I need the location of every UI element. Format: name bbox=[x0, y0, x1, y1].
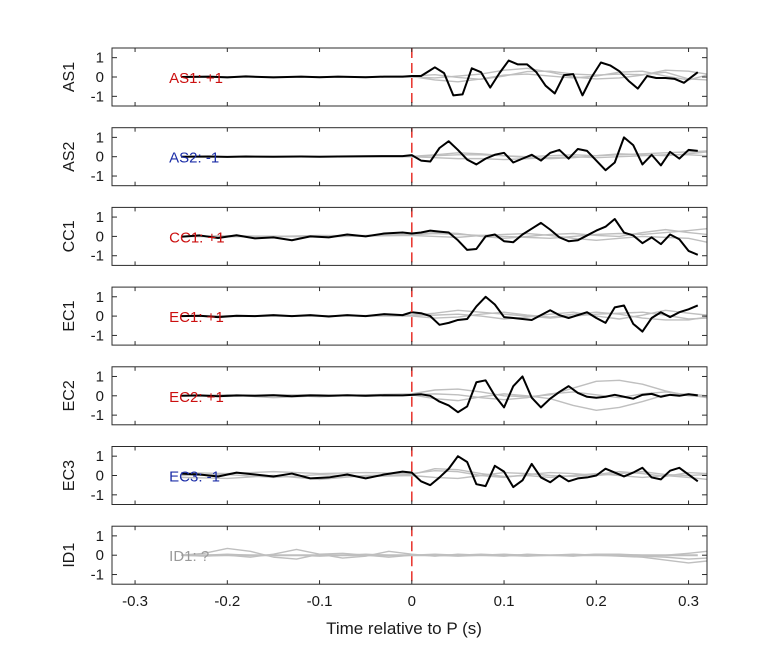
y-axis-label-cc1: CC1 bbox=[61, 220, 78, 252]
y-tick-label-cc1: 0 bbox=[96, 228, 104, 245]
main-trace-cc1 bbox=[181, 218, 699, 256]
y-tick-label-id1: -1 bbox=[91, 567, 104, 584]
panel-as2: AS2: -1 -1 0 1 AS2 bbox=[61, 127, 708, 187]
main-trace-as2 bbox=[181, 136, 698, 172]
annotation-ec3: EC3: -1 bbox=[169, 469, 220, 486]
y-tick-label-as2: 1 bbox=[96, 129, 104, 146]
x-tick-label: -0.3 bbox=[122, 593, 148, 610]
y-tick-label-ec2: -1 bbox=[91, 407, 104, 424]
panel-traces-as1 bbox=[181, 59, 707, 97]
panel-traces-cc1 bbox=[181, 218, 707, 256]
y-tick-label-ec3: 0 bbox=[96, 468, 104, 485]
annotation-as2: AS2: -1 bbox=[169, 150, 219, 167]
y-tick-label-ec3: -1 bbox=[91, 487, 104, 504]
main-trace-ec2 bbox=[181, 375, 698, 414]
annotation-ec2: EC2: +1 bbox=[169, 389, 224, 406]
y-tick-label-ec1: 0 bbox=[96, 308, 104, 325]
main-trace-ec3 bbox=[181, 455, 699, 489]
y-tick-label-cc1: 1 bbox=[96, 209, 104, 226]
panel-as1: AS1: +1 -1 0 1 AS1 bbox=[61, 47, 708, 107]
y-tick-label-as1: 1 bbox=[96, 50, 104, 67]
annotation-id1: ID1: ? bbox=[169, 548, 209, 565]
y-tick-label-as2: 0 bbox=[96, 149, 104, 166]
annotation-as1: AS1: +1 bbox=[169, 70, 223, 87]
panel-traces-as2 bbox=[181, 136, 707, 172]
y-tick-label-as1: -1 bbox=[91, 88, 104, 105]
y-tick-label-id1: 0 bbox=[96, 547, 104, 564]
background-trace-ec2-1 bbox=[181, 379, 707, 398]
main-trace-as1 bbox=[181, 59, 699, 97]
panel-ec2: EC2: +1 -1 0 1 EC2 bbox=[61, 366, 708, 426]
y-tick-label-ec1: 1 bbox=[96, 289, 104, 306]
y-axis-label-ec1: EC1 bbox=[61, 300, 78, 331]
y-tick-label-ec2: 0 bbox=[96, 388, 104, 405]
annotation-ec1: EC1: +1 bbox=[169, 309, 224, 326]
y-axis-label-as2: AS2 bbox=[61, 141, 78, 171]
x-tick-label: 0.1 bbox=[494, 593, 515, 610]
background-trace-ec3-1 bbox=[181, 469, 707, 479]
x-tick-label: 0.3 bbox=[678, 593, 699, 610]
annotation-cc1: CC1: +1 bbox=[169, 229, 224, 246]
panel-ec3: EC3: -1 -1 0 1 EC3 bbox=[61, 446, 708, 505]
panel-traces-ec3 bbox=[181, 455, 707, 489]
panel-cc1: CC1: +1 -1 0 1 CC1 bbox=[61, 206, 708, 266]
y-axis-label-ec2: EC2 bbox=[61, 380, 78, 411]
x-tick-label: 0.2 bbox=[586, 593, 607, 610]
main-trace-ec1 bbox=[181, 295, 699, 333]
x-tick-label: -0.2 bbox=[214, 593, 240, 610]
y-tick-label-ec3: 1 bbox=[96, 448, 104, 465]
y-tick-label-cc1: -1 bbox=[91, 248, 104, 265]
panel-ec1: EC1: +1 -1 0 1 EC1 bbox=[61, 286, 708, 346]
panel-traces-ec2 bbox=[181, 375, 707, 414]
x-axis: -0.3 -0.2 -0.1 0 0.1 0.2 0.3 bbox=[122, 593, 699, 610]
y-axis-label-id1: ID1 bbox=[61, 543, 78, 568]
x-tick-label: -0.1 bbox=[307, 593, 333, 610]
x-tick-label: 0 bbox=[408, 593, 416, 610]
background-trace-cc1-1 bbox=[181, 227, 707, 240]
y-tick-label-ec1: -1 bbox=[91, 327, 104, 344]
panel-traces-ec1 bbox=[181, 295, 707, 333]
x-axis-label: Time relative to P (s) bbox=[326, 619, 482, 638]
y-tick-label-id1: 1 bbox=[96, 528, 104, 545]
y-tick-label-as2: -1 bbox=[91, 168, 104, 185]
panel-traces-id1 bbox=[181, 547, 707, 564]
y-tick-label-ec2: 1 bbox=[96, 368, 104, 385]
panel-id1: ID1: ? -1 0 1 ID1 bbox=[61, 525, 708, 585]
y-axis-label-as1: AS1 bbox=[61, 62, 78, 92]
y-tick-label-as1: 0 bbox=[96, 69, 104, 86]
background-trace-ec3-2 bbox=[181, 468, 707, 481]
y-axis-label-ec3: EC3 bbox=[61, 460, 78, 491]
